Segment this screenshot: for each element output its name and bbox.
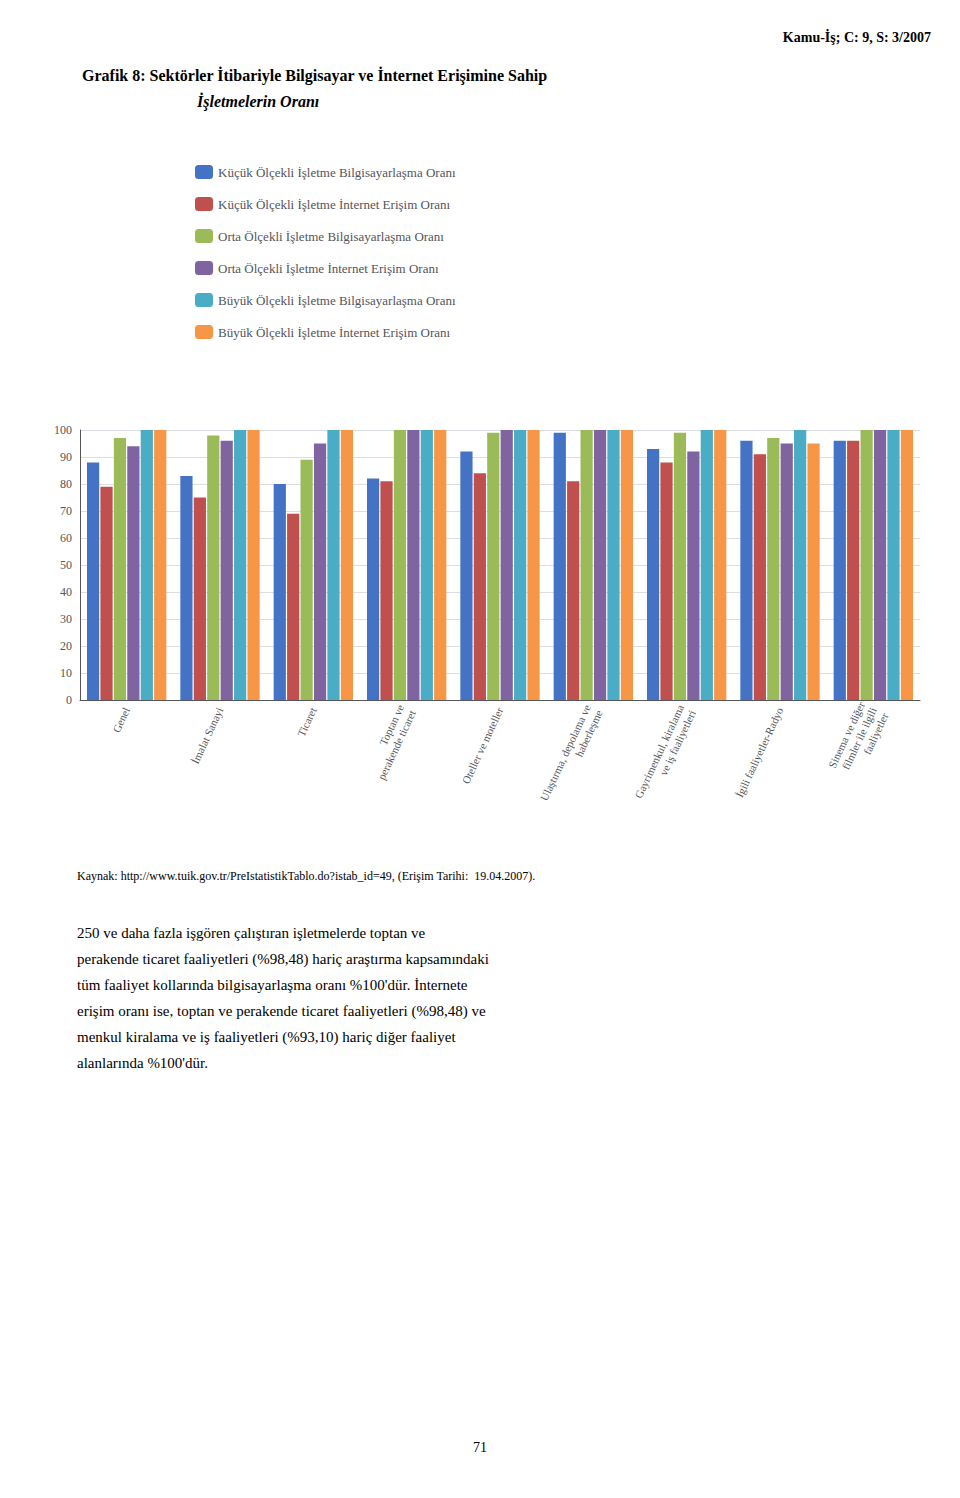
svg-text:90: 90 — [60, 450, 72, 464]
svg-text:menkul kiralama ve iş faaliyet: menkul kiralama ve iş faaliyetleri (%93,… — [77, 1029, 456, 1046]
svg-text:perakende ticaret faaliyetleri: perakende ticaret faaliyetleri (%98,48) … — [77, 951, 489, 968]
svg-text:Kaynak: http://www.tuik.gov.tr: Kaynak: http://www.tuik.gov.tr/PreIstati… — [77, 869, 535, 883]
svg-text:250 ve daha fazla işgören çalı: 250 ve daha fazla işgören çalıştıran işl… — [77, 925, 426, 941]
svg-text:40: 40 — [60, 585, 72, 599]
svg-text:ve iş faaliyetleri: ve iş faaliyetleri — [657, 708, 698, 777]
svg-text:Büyük Ölçekli İşletme Bilgisay: Büyük Ölçekli İşletme Bilgisayarlaşma Or… — [218, 293, 456, 308]
svg-text:60: 60 — [60, 531, 72, 545]
svg-text:İgili faaliyetler-Radyo: İgili faaliyetler-Radyo — [733, 705, 785, 799]
svg-text:Ulaştırma, depolama ve: Ulaştırma, depolama ve — [537, 702, 593, 803]
svg-text:perakende ticaret: perakende ticaret — [375, 708, 418, 781]
svg-text:70: 70 — [60, 504, 72, 518]
svg-text:alanlarında %100'dür.: alanlarında %100'dür. — [77, 1055, 208, 1071]
svg-text:Büyük Ölçekli İşletme İnternet: Büyük Ölçekli İşletme İnternet Erişim Or… — [218, 325, 451, 340]
svg-text:50: 50 — [60, 558, 72, 572]
svg-text:Oteller ve moteller: Oteller ve moteller — [459, 705, 505, 786]
svg-text:Ticaret: Ticaret — [295, 705, 319, 738]
svg-text:Genel: Genel — [110, 705, 132, 734]
svg-text:İşletmelerin Oranı: İşletmelerin Oranı — [196, 92, 319, 111]
svg-text:30: 30 — [60, 612, 72, 626]
svg-text:Gayrimenkul, kiralama: Gayrimenkul, kiralama — [632, 702, 687, 801]
svg-text:Grafik 8: Sektörler İtibariyle: Grafik 8: Sektörler İtibariyle Bilgisaya… — [82, 66, 547, 85]
svg-text:erişim oranı ise, toptan ve pe: erişim oranı ise, toptan ve perakende ti… — [77, 1003, 486, 1020]
svg-text:Orta Ölçekli İşletme İnternet: Orta Ölçekli İşletme İnternet Erişim Ora… — [218, 261, 439, 276]
svg-text:80: 80 — [60, 477, 72, 491]
svg-text:tüm faaliyet kollarında bilgis: tüm faaliyet kollarında bilgisayarlaşma … — [77, 977, 468, 993]
svg-text:faaliyetler: faaliyetler — [861, 711, 891, 757]
svg-text:Kamu-İş; C: 9, S: 3/2007: Kamu-İş; C: 9, S: 3/2007 — [783, 29, 931, 45]
svg-text:Orta Ölçekli İşletme Bilgisaya: Orta Ölçekli İşletme Bilgisayarlaşma Ora… — [218, 229, 444, 244]
svg-text:20: 20 — [60, 639, 72, 653]
svg-text:100: 100 — [54, 423, 72, 437]
svg-text:filmler ile ilgili: filmler ile ilgili — [839, 705, 879, 772]
svg-text:İmalat Sanayi: İmalat Sanayi — [189, 705, 226, 765]
svg-text:10: 10 — [60, 666, 72, 680]
svg-text:Küçük Ölçekli İşletme Bilgisay: Küçük Ölçekli İşletme Bilgisayarlaşma Or… — [218, 165, 456, 180]
svg-text:Toptan ve: Toptan ve — [377, 702, 407, 748]
svg-text:0: 0 — [66, 693, 72, 707]
svg-text:Sinema ve diğer: Sinema ve diğer — [825, 700, 867, 770]
svg-text:haberleşme: haberleşme — [573, 708, 605, 759]
svg-text:Küçük Ölçekli İşletme İnternet: Küçük Ölçekli İşletme İnternet Erişim Or… — [218, 197, 451, 212]
svg-text:71: 71 — [473, 1440, 487, 1455]
